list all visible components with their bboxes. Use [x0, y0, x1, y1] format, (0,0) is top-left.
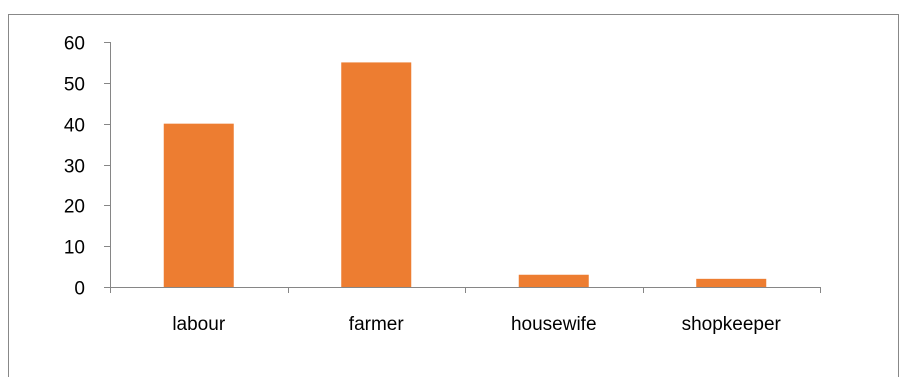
bar-labour [163, 123, 234, 288]
chart-border [8, 14, 899, 377]
y-tick-label: 40 [64, 116, 85, 137]
x-tick-label: housewife [511, 314, 597, 335]
y-axis: 0 10 20 30 40 50 60 [64, 34, 111, 300]
bars [163, 62, 767, 288]
x-tick-label: farmer [349, 314, 405, 335]
x-tick-label: labour [172, 314, 225, 335]
x-tick-label: shopkeeper [682, 314, 782, 335]
bar-housewife [518, 274, 589, 287]
bar-farmer [341, 62, 412, 287]
y-tick-label: 50 [64, 75, 85, 96]
bar-shopkeeper [696, 278, 767, 287]
y-tick-label: 30 [64, 157, 85, 178]
y-tick-label: 60 [64, 34, 85, 55]
x-axis: labour farmer housewife shopkeeper [110, 287, 821, 335]
y-tick-label: 20 [64, 197, 85, 218]
y-tick-label: 10 [64, 238, 85, 259]
y-tick-label: 0 [74, 279, 85, 300]
